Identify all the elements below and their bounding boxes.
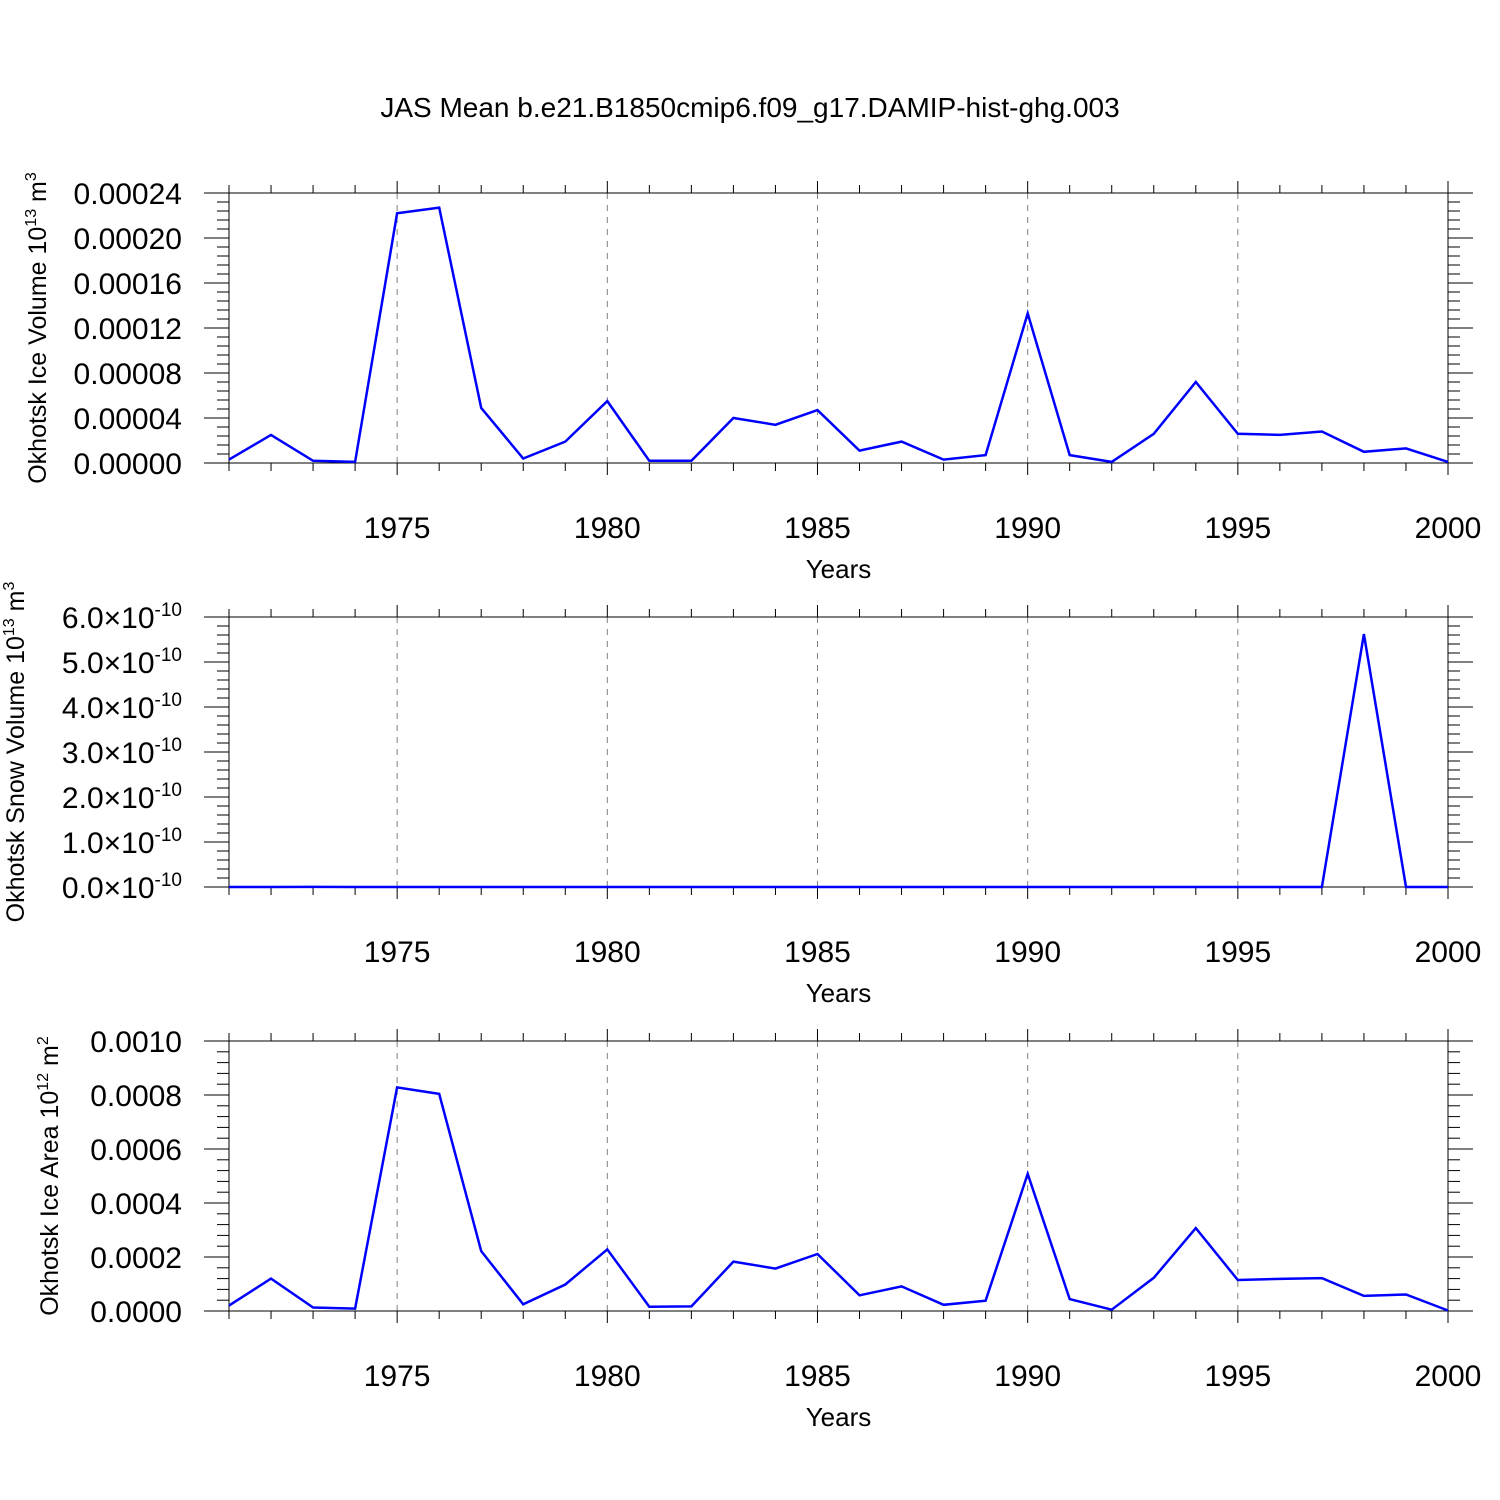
y-tick-label: 0.00016 [74, 268, 182, 301]
y-tick-label: 6.0×10-10 [62, 600, 182, 635]
y-tick-label: 0.0×10-10 [62, 870, 182, 905]
x-axis-label: Years [806, 1402, 872, 1432]
series-line [228, 206, 1449, 464]
y-tick-label: 3.0×10-10 [62, 735, 182, 770]
y-axis-label: Okhotsk Ice Volume 1013 m3 [23, 172, 52, 484]
x-tick-label: 1975 [364, 1360, 431, 1393]
series-line [229, 633, 1448, 889]
x-axis-label: Years [806, 978, 872, 1008]
y-tick-label: 0.00000 [74, 448, 182, 481]
y-tick-label: 0.00020 [74, 223, 182, 256]
x-tick-label: 1980 [574, 1360, 641, 1393]
x-tick-label: 1985 [784, 1360, 851, 1393]
x-tick-label: 2000 [1415, 1360, 1482, 1393]
y-tick-label: 1.0×10-10 [62, 825, 182, 860]
x-tick-label: 1990 [994, 1360, 1061, 1393]
x-tick-label: 1975 [364, 512, 431, 545]
x-tick-label: 1990 [994, 512, 1061, 545]
y-tick-label: 4.0×10-10 [62, 690, 182, 725]
x-tick-label: 1985 [784, 936, 851, 969]
y-tick-label: 0.0008 [90, 1080, 182, 1113]
y-tick-label: 0.00004 [74, 403, 182, 436]
x-tick-label: 1990 [994, 936, 1061, 969]
y-tick-label: 0.0006 [90, 1134, 182, 1167]
x-tick-label: 1980 [574, 512, 641, 545]
y-tick-label: 0.0002 [90, 1242, 182, 1275]
y-tick-label: 0.00024 [74, 178, 182, 211]
x-tick-label: 1985 [784, 512, 851, 545]
x-tick-label: 1980 [574, 936, 641, 969]
x-tick-label: 2000 [1415, 936, 1482, 969]
x-tick-label: 1995 [1204, 512, 1271, 545]
y-tick-label: 0.0000 [90, 1296, 182, 1329]
y-tick-label: 0.00012 [74, 313, 182, 346]
y-tick-label: 0.0004 [90, 1188, 182, 1221]
y-tick-label: 0.0010 [90, 1026, 182, 1059]
chart-panel-3: 1975 1980 1985 1990 1995 2000 Years 0.0000 0.000… [35, 1026, 1481, 1432]
series-line [228, 1085, 1449, 1312]
x-axis-label: Years [806, 554, 872, 584]
y-tick-label: 2.0×10-10 [62, 780, 182, 815]
chart-panel-2: 1975 1980 1985 1990 1995 2000 Years 0.0×10-10 1.… [1, 582, 1481, 1008]
x-tick-label: 2000 [1415, 512, 1482, 545]
y-axis-label: Okhotsk Ice Area 1012 m2 [35, 1036, 64, 1316]
chart-panel-1: 1975 1980 1985 1990 1995 2000 Years 0.00000 0.00… [23, 172, 1481, 584]
x-tick-label: 1975 [364, 936, 431, 969]
y-tick-label: 0.00008 [74, 358, 182, 391]
y-axis-label: Okhotsk Snow Volume 1013 m3 [1, 582, 30, 923]
y-tick-label: 5.0×10-10 [62, 645, 182, 680]
x-tick-label: 1995 [1204, 936, 1271, 969]
x-tick-label: 1995 [1204, 1360, 1271, 1393]
chart-title: JAS Mean b.e21.B1850cmip6.f09_g17.DAMIP-… [380, 92, 1119, 123]
